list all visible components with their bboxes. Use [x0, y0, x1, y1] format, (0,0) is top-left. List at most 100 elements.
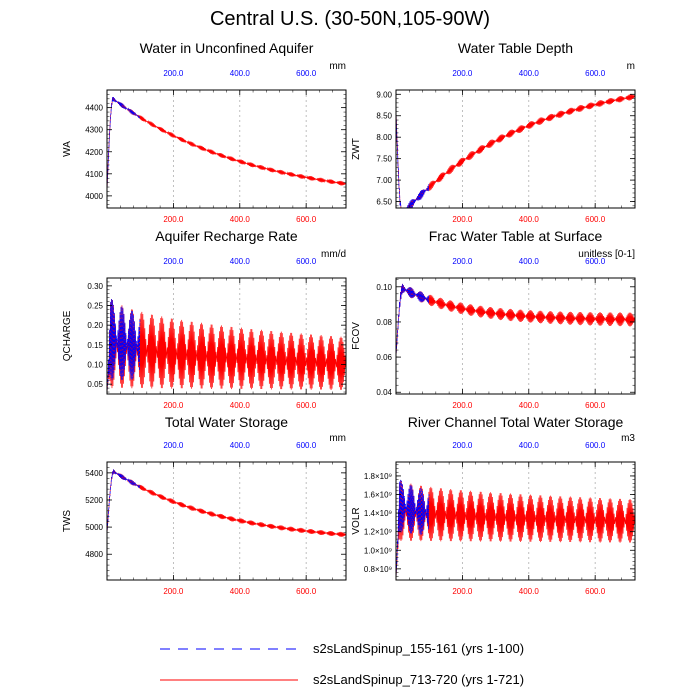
panel-units: unitless [0-1] [578, 249, 635, 260]
chart-panel-4: Frac Water Table at Surface unitless [0-1… [351, 228, 636, 410]
x-tick-label-top: 200.0 [452, 69, 473, 78]
x-tick-label-bottom: 200.0 [163, 401, 184, 410]
series-line-red [396, 94, 635, 208]
series-line-blue-dashed [107, 299, 141, 394]
y-axis-label: TWS [62, 510, 73, 533]
x-tick-label-top: 600.0 [296, 441, 317, 450]
series-line-blue-dashed [396, 283, 430, 358]
y-tick-label: 1.6×10⁹ [364, 491, 392, 500]
x-tick-label-bottom: 600.0 [585, 215, 606, 224]
x-tick-label-top: 600.0 [585, 257, 606, 266]
chart-panel-2: Water Table Depth m ZWT 6.50 7.00 7.50 8.00 8.5… [351, 40, 636, 224]
x-tick-label-bottom: 400.0 [519, 401, 540, 410]
x-tick-label-top: 200.0 [163, 69, 184, 78]
figure-title: Central U.S. (30-50N,105-90W) [209, 8, 491, 30]
x-tick-label-top: 200.0 [452, 441, 473, 450]
x-tick-label-bottom: 600.0 [296, 401, 317, 410]
y-axis-label: WA [62, 141, 73, 157]
series-group [107, 96, 346, 192]
y-tick-label: 1.0×10⁹ [364, 546, 392, 555]
series-line-blue-dashed [107, 469, 141, 534]
chart-panel-1: Water in Unconfined Aquifer mm WA 4000 4100 4… [62, 40, 347, 224]
y-tick-label: 0.15 [87, 341, 103, 350]
series-group [107, 299, 346, 394]
x-tick-label-top: 400.0 [230, 441, 251, 450]
series-line-red [107, 469, 346, 537]
legend-label-blue: s2sLandSpinup_155-161 (yrs 1-100) [313, 641, 524, 656]
x-tick-label-bottom: 400.0 [519, 215, 540, 224]
y-tick-label: 4200 [85, 148, 103, 157]
panel-units: mm [329, 61, 346, 72]
chart-panels: Water in Unconfined Aquifer mm WA 4000 4100 4… [62, 40, 636, 596]
y-tick-label: 4300 [85, 126, 103, 135]
series-group [107, 469, 346, 537]
x-tick-label-top: 400.0 [230, 257, 251, 266]
x-tick-label-bottom: 400.0 [519, 587, 540, 596]
x-tick-label-top: 200.0 [163, 441, 184, 450]
y-tick-label: 0.04 [376, 388, 392, 397]
y-axis-label: ZWT [351, 138, 362, 160]
panel-title: Water in Unconfined Aquifer [140, 40, 314, 56]
series-group [396, 479, 635, 580]
y-tick-label: 6.50 [376, 198, 392, 207]
x-tick-label-top: 600.0 [296, 257, 317, 266]
x-tick-label-bottom: 200.0 [452, 401, 473, 410]
x-tick-label-bottom: 200.0 [163, 587, 184, 596]
x-tick-label-bottom: 600.0 [296, 215, 317, 224]
y-tick-label: 0.06 [376, 353, 392, 362]
y-tick-label: 1.4×10⁹ [364, 509, 392, 518]
series-line-blue-dashed [396, 111, 430, 208]
y-tick-label: 7.50 [376, 155, 392, 164]
y-tick-label: 0.08 [376, 318, 392, 327]
y-tick-label: 0.25 [87, 302, 103, 311]
x-tick-label-bottom: 200.0 [163, 215, 184, 224]
x-tick-label-bottom: 400.0 [230, 401, 251, 410]
series-group [396, 283, 635, 358]
series-line-blue-dashed [107, 96, 141, 192]
x-tick-label-top: 200.0 [452, 257, 473, 266]
panel-units: m [627, 61, 635, 72]
x-tick-label-top: 600.0 [296, 69, 317, 78]
y-tick-label: 4400 [85, 104, 103, 113]
panel-title: Water Table Depth [458, 40, 573, 56]
chart-panel-6: River Channel Total Water Storage m3 VOLR 0… [351, 414, 636, 596]
y-tick-label: 0.8×10⁹ [364, 565, 392, 574]
x-tick-label-bottom: 600.0 [296, 587, 317, 596]
x-tick-label-bottom: 600.0 [585, 587, 606, 596]
x-tick-label-top: 400.0 [519, 441, 540, 450]
panel-title: Total Water Storage [165, 414, 288, 430]
x-tick-label-bottom: 200.0 [452, 587, 473, 596]
x-tick-label-bottom: 400.0 [230, 215, 251, 224]
y-tick-label: 8.00 [376, 133, 392, 142]
series-line-blue-dashed [396, 479, 430, 580]
y-tick-label: 1.2×10⁹ [364, 528, 392, 537]
y-tick-label: 0.20 [87, 321, 103, 330]
legend: s2sLandSpinup_155-161 (yrs 1-100) s2sLan… [160, 641, 524, 687]
x-tick-label-top: 400.0 [230, 69, 251, 78]
x-tick-label-top: 400.0 [519, 257, 540, 266]
y-tick-label: 4800 [85, 550, 103, 559]
y-tick-label: 4000 [85, 192, 103, 201]
y-tick-label: 0.05 [87, 380, 103, 389]
y-tick-label: 5400 [85, 469, 103, 478]
y-tick-label: 7.00 [376, 176, 392, 185]
series-line-red [107, 97, 346, 192]
panel-title: River Channel Total Water Storage [408, 414, 624, 430]
y-axis-label: VOLR [351, 507, 362, 534]
x-tick-label-top: 600.0 [585, 69, 606, 78]
chart-panel-5: Total Water Storage mm TWS 4800 5000 5200 5400… [62, 414, 347, 596]
y-tick-label: 0.10 [87, 361, 103, 370]
y-tick-label: 8.50 [376, 112, 392, 121]
series-line-red [396, 283, 635, 358]
chart-panel-3: Aquifer Recharge Rate mm/d QCHARGE 0.05 0.10… [62, 228, 347, 410]
y-tick-label: 1.8×10⁹ [364, 472, 392, 481]
y-tick-label: 9.00 [376, 90, 392, 99]
y-tick-label: 5000 [85, 523, 103, 532]
series-group [396, 94, 635, 208]
series-line-red [396, 480, 635, 580]
plot-frame [106, 461, 347, 581]
y-tick-label: 4100 [85, 170, 103, 179]
panel-title: Frac Water Table at Surface [429, 228, 603, 244]
x-tick-label-top: 600.0 [585, 441, 606, 450]
